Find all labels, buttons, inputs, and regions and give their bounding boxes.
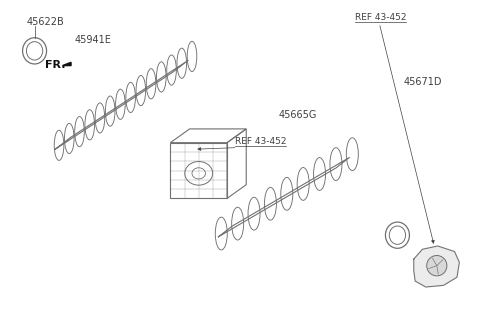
Ellipse shape	[427, 256, 447, 276]
Polygon shape	[62, 62, 71, 66]
Text: REF 43-452: REF 43-452	[235, 137, 287, 146]
Text: FR.: FR.	[45, 60, 65, 70]
Polygon shape	[414, 246, 459, 287]
Text: 45941E: 45941E	[74, 35, 111, 45]
Text: 45622B: 45622B	[26, 17, 64, 27]
Text: 45665G: 45665G	[278, 110, 317, 120]
Text: REF 43-452: REF 43-452	[355, 13, 407, 22]
Text: 45671D: 45671D	[403, 77, 442, 87]
